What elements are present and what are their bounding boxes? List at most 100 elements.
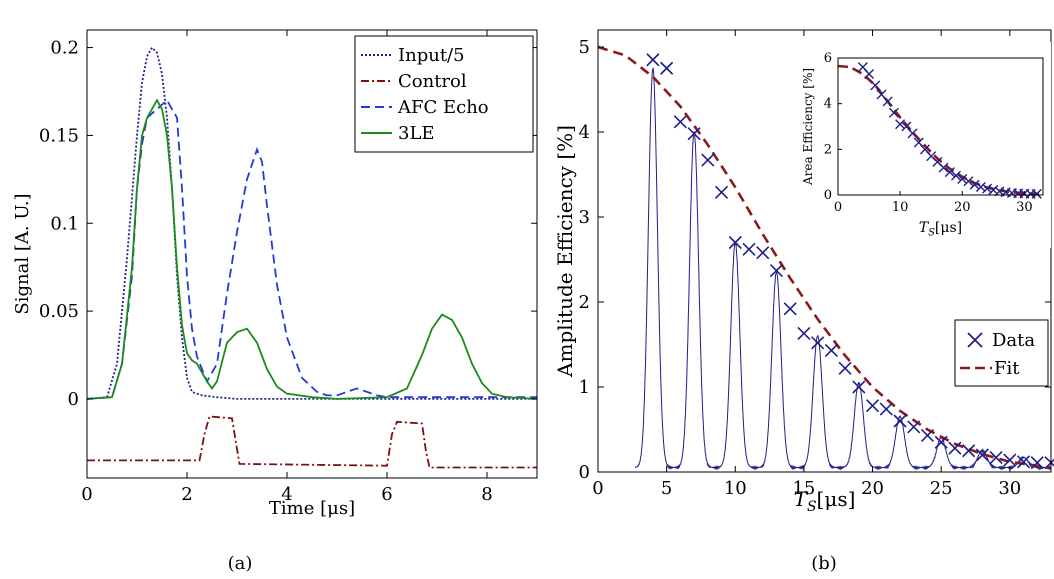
x-tick-label: 15 <box>792 478 815 499</box>
inset-data-point-marker <box>963 176 974 187</box>
inset-data-point-marker <box>938 162 949 173</box>
inset-data-point-marker <box>969 179 980 190</box>
data-point-marker <box>879 402 893 416</box>
y-tick-label: 2 <box>579 292 590 313</box>
x-axis-label: Time [μs] <box>269 498 355 519</box>
inset-data-point-marker <box>975 182 986 193</box>
inset-data-point-marker <box>1031 188 1042 199</box>
x-tick-label: 30 <box>998 478 1021 499</box>
plot-frame <box>86 29 538 479</box>
legend-entry: 3LE <box>398 123 435 144</box>
data-point-marker <box>673 115 687 129</box>
panel-a-chart: 0 2 4 6 8 0 0.05 0.1 0.15 0.2 Time [μs] Signal [A. … <box>12 29 538 574</box>
data-point-marker <box>893 414 907 428</box>
x-tick-label: 2 <box>181 484 192 505</box>
data-point-marker <box>769 263 784 278</box>
inset-data-point-marker <box>895 119 906 130</box>
data-point-marker <box>783 302 797 316</box>
y-tick-label: 4 <box>579 122 590 143</box>
measured-trace <box>634 66 1052 471</box>
data-point-marker <box>756 246 770 260</box>
data-point-marker <box>797 326 811 341</box>
inset-data-point-marker <box>882 96 893 107</box>
legend-entry: Fit <box>994 358 1020 379</box>
data-point-marker <box>1030 456 1044 470</box>
y-tick-label: 0.15 <box>39 125 79 146</box>
x-tick-label: 20 <box>861 478 884 499</box>
data-point-marker <box>1016 455 1031 469</box>
inset-x-tick-label: 0 <box>834 200 842 215</box>
data-point-marker <box>852 380 866 394</box>
legend-entry: Control <box>398 71 467 92</box>
y-axis-label: Amplitude Efficiency [%] <box>553 125 577 378</box>
inset-data-point-marker <box>951 170 962 181</box>
data-point-marker <box>701 153 715 167</box>
inset-frame <box>837 57 1044 196</box>
inset-x-tick-label: 30 <box>1016 200 1033 215</box>
panel-label-a: (a) <box>228 553 253 574</box>
data-point-marker <box>660 61 674 75</box>
y-tick-label: 3 <box>579 207 590 228</box>
data-point-marker <box>865 399 880 413</box>
inset-data-point-marker <box>944 167 955 178</box>
inset-data-point-marker <box>957 174 968 185</box>
data-point-marker <box>742 242 756 256</box>
y-tick-label: 0.2 <box>50 38 79 59</box>
legend-entry: Data <box>992 330 1035 351</box>
legend-swatch-data <box>967 332 983 348</box>
y-tick-label: 0.1 <box>50 213 79 234</box>
series-line-control <box>87 415 537 469</box>
data-point-marker <box>975 448 989 462</box>
inset-data-point-marker <box>988 184 999 195</box>
data-point-marker <box>934 435 948 449</box>
inset-data-point-marker <box>982 183 993 194</box>
data-point-marker <box>687 127 701 141</box>
inset-chart: 0 10 20 30 0 2 4 6 TS[μs] Area Efficiency [%] <box>790 42 1051 248</box>
legend: Data Fit <box>954 319 1049 387</box>
data-point-marker <box>714 185 729 199</box>
data-point-marker <box>824 343 838 358</box>
data-point-marker <box>838 361 852 375</box>
y-tick-label: 5 <box>579 37 590 58</box>
inset-y-tick-label: 2 <box>824 142 832 157</box>
inset-y-axis-label: Area Efficiency [%] <box>801 68 815 186</box>
data-point-marker <box>646 53 660 67</box>
x-tick-label: 4 <box>281 484 292 505</box>
legend-entry: Input/5 <box>398 45 465 66</box>
y-tick-label: 1 <box>579 377 590 398</box>
x-tick-label: 5 <box>661 478 672 499</box>
legend-entry: AFC Echo <box>397 97 489 118</box>
y-tick-label: 0 <box>579 462 590 483</box>
y-axis-label: Signal [A. U.] <box>12 193 33 314</box>
inset-y-tick-label: 4 <box>824 97 832 112</box>
x-tick-label: 8 <box>481 484 492 505</box>
data-point-marker <box>948 441 962 455</box>
legend-box <box>954 319 1049 387</box>
x-axis-label: TS[μs] <box>794 487 856 515</box>
series-line-3le <box>86 98 538 400</box>
data-point-marker <box>962 444 976 458</box>
plot-frame <box>597 29 1052 473</box>
data-point-marker <box>811 336 825 350</box>
inset-data-point-marker <box>870 80 881 91</box>
inset-x-tick-label: 10 <box>892 200 909 215</box>
legend: Input/5 Control AFC Echo 3LE <box>354 35 534 153</box>
data-point-marker <box>907 420 921 434</box>
y-tick-label: 0 <box>68 389 79 410</box>
x-tick-label: 10 <box>724 478 747 499</box>
data-point-marker <box>728 235 742 250</box>
x-tick-label: 0 <box>81 484 92 505</box>
inset-data-point-marker <box>907 128 918 139</box>
x-tick-label: 0 <box>592 478 603 499</box>
data-point-marker <box>1003 453 1017 467</box>
x-tick-label: 6 <box>381 484 392 505</box>
inset-x-tick-label: 20 <box>954 200 971 215</box>
inset-y-tick-label: 0 <box>824 188 832 203</box>
series-line-afc-echo <box>86 98 537 400</box>
data-point-marker <box>989 450 1003 465</box>
data-point-marker <box>920 428 935 443</box>
inset-x-axis-label: TS[μs] <box>919 220 962 239</box>
y-tick-label: 0.05 <box>39 301 79 322</box>
fit-curve <box>597 45 1052 470</box>
